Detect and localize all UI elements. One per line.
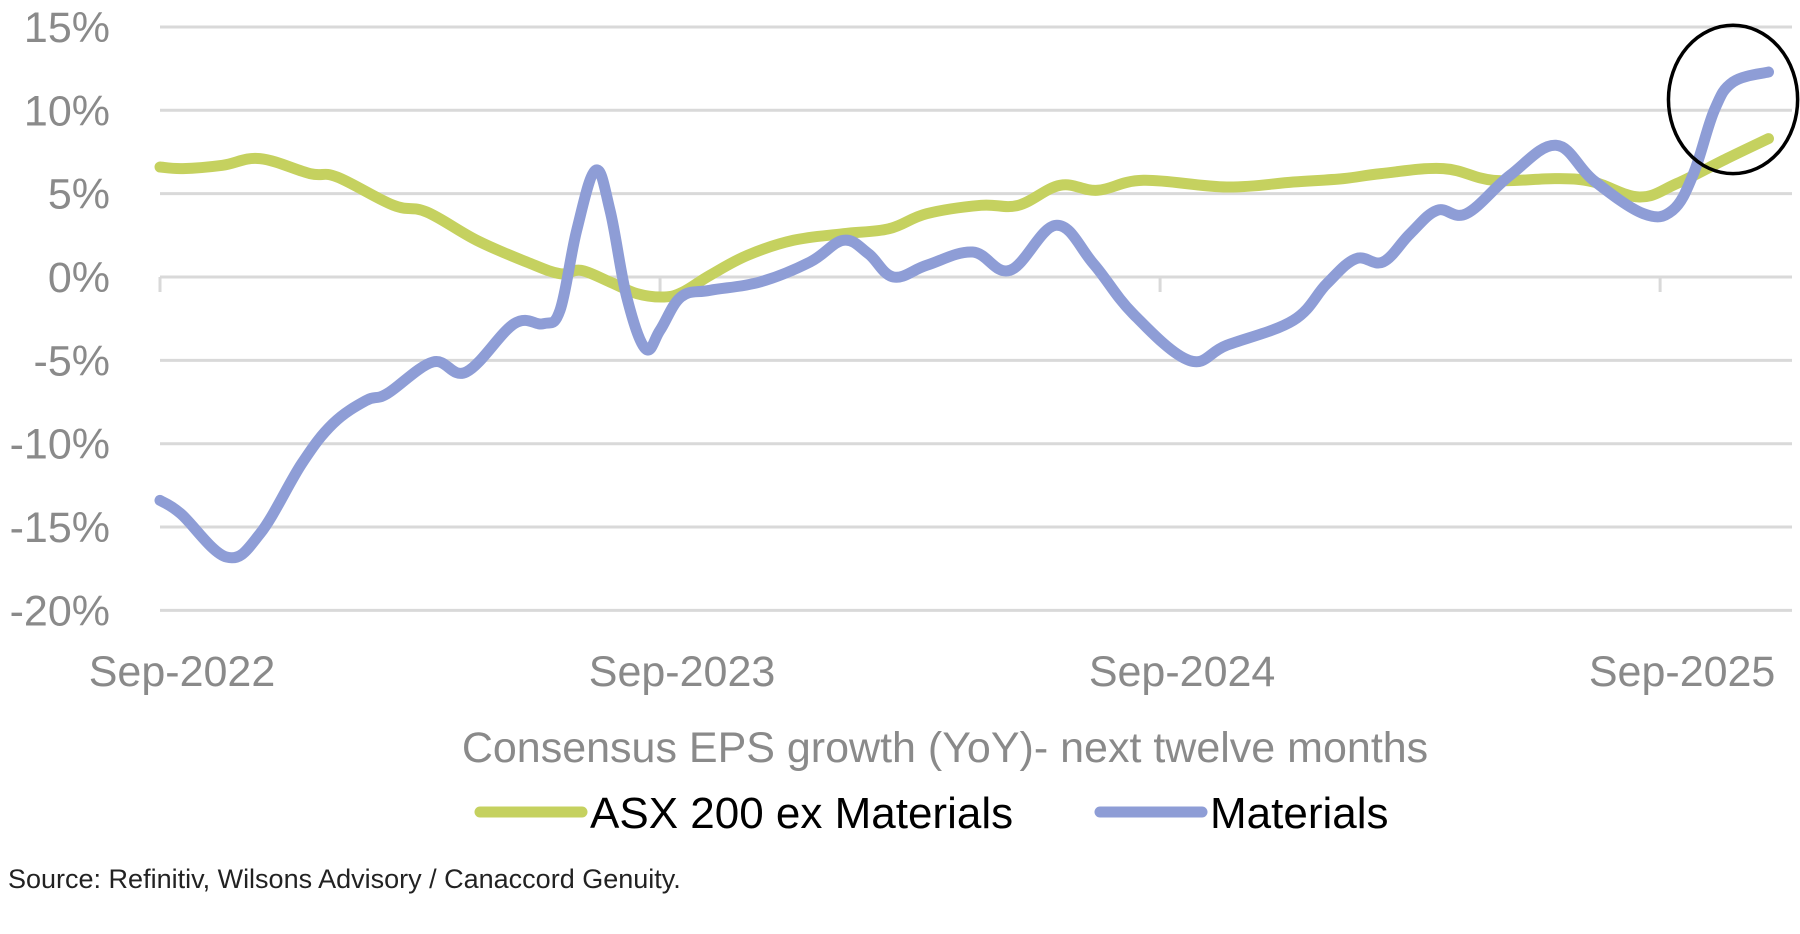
y-tick-label: 0% — [48, 254, 110, 302]
y-axis-labels: 15% 10% 5% 0% -5% -10% -15% -20% — [10, 4, 110, 635]
x-tick-label: Sep-2023 — [589, 648, 776, 696]
y-tick-label: -20% — [10, 587, 110, 635]
legend: ASX 200 ex Materials Materials — [474, 789, 1389, 838]
x-tick-label: Sep-2022 — [89, 648, 276, 696]
x-tick-label: Sep-2025 — [1589, 648, 1776, 696]
legend-label: ASX 200 ex Materials — [590, 789, 1013, 838]
legend-item-materials[interactable]: Materials — [1094, 789, 1389, 838]
y-tick-label: -10% — [10, 421, 110, 469]
y-tick-label: 15% — [24, 4, 110, 52]
x-axis-labels: Sep-2022 Sep-2023 Sep-2024 Sep-2025 — [89, 648, 1776, 696]
y-tick-label: 5% — [48, 171, 110, 219]
series-line-materials — [154, 66, 1774, 564]
series-lines — [154, 66, 1774, 564]
gridlines — [160, 25, 1792, 612]
legend-item-asx200-ex-materials[interactable]: ASX 200 ex Materials — [474, 789, 1013, 838]
x-axis-ticks — [158, 277, 1662, 292]
series-line-asx200-ex-materials — [154, 133, 1774, 303]
y-tick-label: -15% — [10, 504, 110, 552]
legend-label: Materials — [1210, 789, 1389, 838]
chart-title: Consensus EPS growth (YoY)- next twelve … — [462, 724, 1428, 772]
y-tick-label: 10% — [24, 87, 110, 135]
x-tick-label: Sep-2024 — [1089, 648, 1276, 696]
y-tick-label: -5% — [34, 337, 110, 385]
source-note: Source: Refinitiv, Wilsons Advisory / Ca… — [8, 864, 681, 894]
highlight-ellipse — [1666, 23, 1800, 176]
